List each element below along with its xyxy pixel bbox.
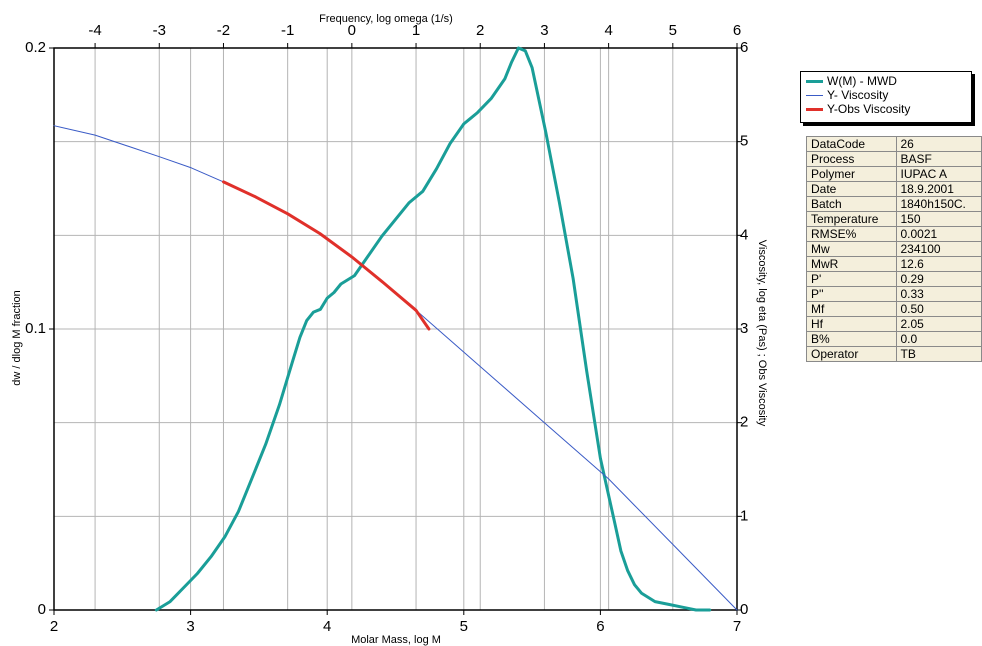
right-tick-label: 3 <box>740 320 748 337</box>
info-value: 0.29 <box>895 271 982 287</box>
series-obs-viscosity <box>222 180 431 331</box>
table-row: Mw 234100 <box>806 241 982 257</box>
table-row: Operator TB <box>806 346 982 362</box>
top-tick-label: 5 <box>669 22 677 39</box>
legend-item-obs-viscosity: Y-Obs Viscosity <box>806 103 971 115</box>
bottom-tick-label: 5 <box>460 618 468 635</box>
bottom-tick-label: 4 <box>323 618 331 635</box>
table-row: DataCode 26 <box>806 136 982 152</box>
info-key: Process <box>806 151 897 167</box>
left-tick-label: 0.2 <box>25 39 46 56</box>
bottom-tick-label: 2 <box>50 618 58 635</box>
info-value: 0.0021 <box>895 226 982 242</box>
legend-label-viscosity: Y- Viscosity <box>827 88 889 102</box>
info-value: 234100 <box>895 241 982 257</box>
table-row: Process BASF <box>806 151 982 167</box>
top-tick-label: -3 <box>153 22 166 39</box>
info-value: 0.33 <box>895 286 982 302</box>
top-tick-label: 0 <box>348 22 356 39</box>
sample-info-table: DataCode 26 Process BASF Polymer IUPAC A Da… <box>806 136 982 362</box>
info-key: Polymer <box>806 166 897 182</box>
series-viscosity <box>53 125 738 611</box>
series-mwd <box>154 46 712 612</box>
right-tick-label: 2 <box>740 414 748 431</box>
table-row: P' 0.29 <box>806 271 982 287</box>
grid <box>53 47 738 611</box>
info-value: 0.0 <box>895 331 982 347</box>
top-tick-label: 3 <box>540 22 548 39</box>
info-value: BASF <box>895 151 982 167</box>
table-row: Hf 2.05 <box>806 316 982 332</box>
info-key: DataCode <box>806 136 897 152</box>
table-row: P'' 0.33 <box>806 286 982 302</box>
info-value: 12.6 <box>895 256 982 272</box>
legend-swatch-mwd <box>806 79 823 83</box>
info-key: P'' <box>806 286 897 302</box>
left-tick-label: 0 <box>38 601 46 618</box>
info-key: Date <box>806 181 897 197</box>
left-tick-label: 0.1 <box>25 320 46 337</box>
table-row: RMSE% 0.0021 <box>806 226 982 242</box>
legend-label-obs-viscosity: Y-Obs Viscosity <box>827 102 911 116</box>
legend-swatch-obs-viscosity <box>806 107 823 111</box>
top-tick-label: 6 <box>733 22 741 39</box>
info-key: Hf <box>806 316 897 332</box>
info-value: IUPAC A <box>895 166 982 182</box>
table-row: Mf 0.50 <box>806 301 982 317</box>
top-tick-label: -4 <box>88 22 101 39</box>
info-key: B% <box>806 331 897 347</box>
axis-ticks: 2 3 4 5 6 7 -4 -3 -2 -1 0 1 2 3 4 5 6 0 0.1 0.2 0 1 2 3 4 5 6 <box>25 22 748 635</box>
info-value: 0.50 <box>895 301 982 317</box>
mwd-viscosity-chart: 2 3 4 5 6 7 -4 -3 -2 -1 0 1 2 3 4 5 6 0 0.1 0.2 0 1 2 3 4 5 6 Freq… <box>11 13 768 646</box>
bottom-axis-title: Molar Mass, log M <box>351 634 441 646</box>
table-row: Date 18.9.2001 <box>806 181 982 197</box>
table-row: B% 0.0 <box>806 331 982 347</box>
left-axis-title: dw / dlog M fraction <box>11 290 23 385</box>
legend-item-viscosity: Y- Viscosity <box>806 89 971 101</box>
table-row: MwR 12.6 <box>806 256 982 272</box>
top-tick-label: -1 <box>281 22 294 39</box>
top-axis-title: Frequency, log omega (1/s) <box>319 13 453 25</box>
info-key: Temperature <box>806 211 897 227</box>
top-tick-label: 2 <box>476 22 484 39</box>
info-key: Mw <box>806 241 897 257</box>
legend-item-mwd: W(M) - MWD <box>806 75 971 87</box>
info-key: Mf <box>806 301 897 317</box>
bottom-tick-label: 7 <box>733 618 741 635</box>
top-tick-label: -2 <box>217 22 230 39</box>
table-row: Batch 1840h150C. <box>806 196 982 212</box>
info-value: 18.9.2001 <box>895 181 982 197</box>
right-tick-label: 4 <box>740 226 748 243</box>
top-tick-label: 1 <box>412 22 420 39</box>
right-tick-label: 6 <box>740 39 748 56</box>
right-tick-label: 1 <box>740 507 748 524</box>
info-value: TB <box>895 346 982 362</box>
info-key: MwR <box>806 256 897 272</box>
chart-legend: W(M) - MWD Y- Viscosity Y-Obs Viscosity <box>800 71 972 123</box>
info-key: P' <box>806 271 897 287</box>
series-layer <box>53 46 738 612</box>
bottom-tick-label: 6 <box>596 618 604 635</box>
table-row: Temperature 150 <box>806 211 982 227</box>
info-key: RMSE% <box>806 226 897 242</box>
info-key: Batch <box>806 196 897 212</box>
right-tick-label: 0 <box>740 601 748 618</box>
right-tick-label: 5 <box>740 133 748 150</box>
info-value: 150 <box>895 211 982 227</box>
table-row: Polymer IUPAC A <box>806 166 982 182</box>
bottom-tick-label: 3 <box>186 618 194 635</box>
info-value: 26 <box>895 136 982 152</box>
legend-label-mwd: W(M) - MWD <box>827 74 897 88</box>
info-value: 2.05 <box>895 316 982 332</box>
legend-swatch-viscosity <box>806 94 823 96</box>
info-value: 1840h150C. <box>895 196 982 212</box>
info-key: Operator <box>806 346 897 362</box>
top-tick-label: 4 <box>604 22 612 39</box>
right-axis-title: Viscosity, log eta (Pas) ; Obs Viscosity <box>756 240 768 427</box>
